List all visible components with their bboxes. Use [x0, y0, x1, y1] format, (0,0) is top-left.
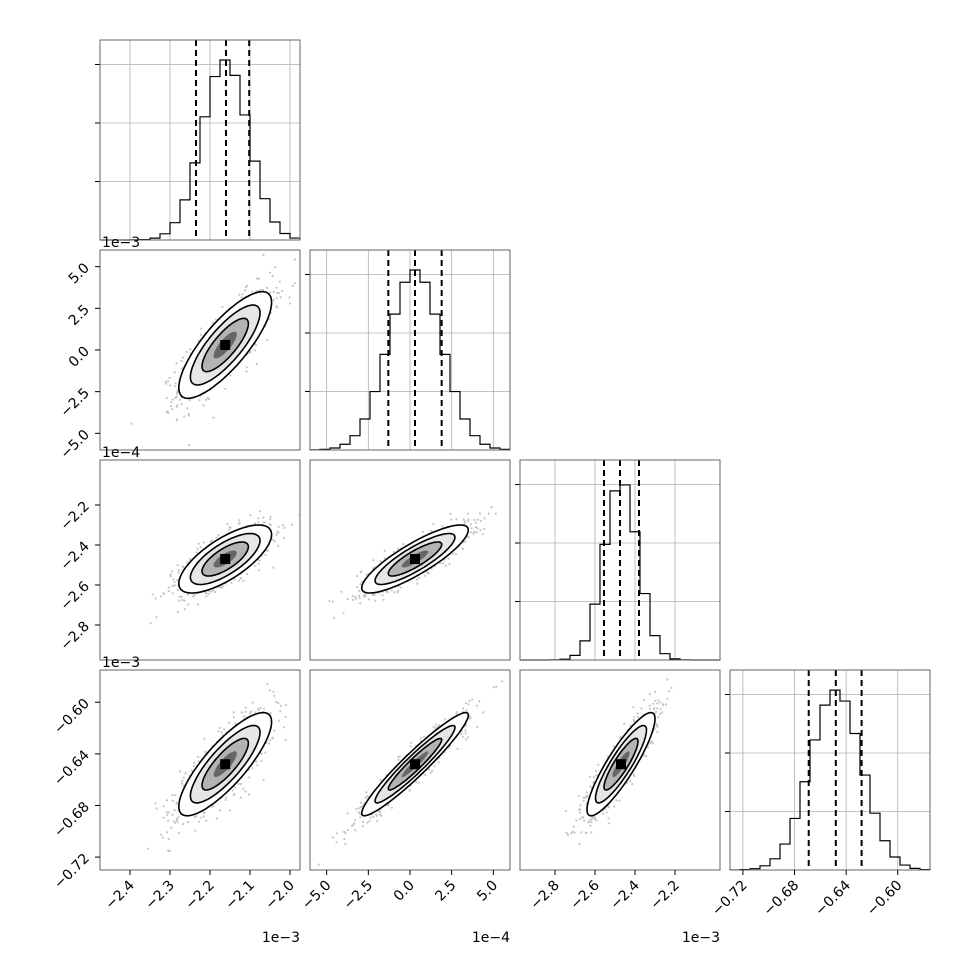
panel-frame	[99, 459, 301, 661]
panel-frame	[309, 249, 511, 451]
y-tick-label-3: 2.5	[66, 302, 93, 329]
scatter-panel-3-1	[309, 669, 511, 871]
density-peak	[220, 554, 231, 564]
panel-frame	[729, 669, 931, 871]
density-peak	[410, 759, 420, 770]
y-tick-label-1: −2.5	[57, 385, 92, 420]
x-tick-label-2-1: −2.6	[567, 877, 602, 912]
histogram-step-line	[729, 689, 931, 871]
x-tick-label-1-2: 0.0	[391, 878, 418, 905]
x-tick-label-0-0: −2.4	[102, 877, 137, 912]
x-tick-label-0-1: −2.3	[142, 878, 177, 913]
x-tick-label-3-0: −0.72	[709, 878, 751, 920]
panel-frame	[99, 669, 301, 871]
x-tick-label-0-4: −2.0	[262, 878, 297, 913]
y-tick-label-0: −2.8	[57, 619, 92, 654]
y-offset-text-2: 1e−4	[102, 445, 140, 461]
scatter-panel-2-1	[309, 459, 511, 661]
y-tick-label-0: −5.0	[57, 427, 92, 462]
x-offset-text-0: 1e−3	[262, 930, 300, 946]
y-tick-label-2: −2.4	[57, 538, 92, 573]
x-tick-label-3-2: −0.64	[812, 877, 854, 919]
y-tick-label-1: −0.68	[51, 799, 93, 841]
hist-panel-0	[95, 39, 301, 241]
x-tick-label-1-3: 2.5	[432, 878, 459, 905]
panel-frame	[519, 669, 721, 871]
y-tick-label-2: −0.64	[51, 747, 93, 789]
x-tick-label-0-3: −2.1	[222, 878, 257, 913]
x-tick-label-2-3: −2.2	[647, 878, 682, 913]
histogram-step-line	[309, 269, 511, 451]
x-tick-label-3-1: −0.68	[761, 878, 803, 920]
y-tick-label-0: −0.72	[51, 851, 93, 893]
density-peak	[616, 759, 626, 770]
x-tick-label-2-2: −2.4	[607, 877, 642, 912]
hist-panel-2	[515, 459, 721, 661]
x-tick-label-1-4: 5.0	[474, 878, 501, 905]
scatter-panel-3-2	[519, 669, 721, 871]
panel-frame	[309, 459, 511, 661]
density-peak	[410, 554, 420, 564]
hist-panel-1	[305, 249, 511, 451]
x-tick-label-0-2: −2.2	[182, 878, 217, 913]
density-peak	[220, 759, 231, 770]
y-offset-text-1: 1e−3	[102, 235, 140, 251]
y-tick-label-1: −2.6	[57, 578, 92, 613]
x-tick-label-1-1: −2.5	[341, 878, 376, 913]
x-tick-label-3-3: −0.60	[864, 878, 906, 920]
panel-frame	[519, 459, 721, 661]
x-tick-label-2-0: −2.8	[527, 878, 562, 913]
x-offset-text-2: 1e−3	[682, 930, 720, 946]
y-tick-label-3: −2.2	[57, 499, 92, 534]
y-offset-text-3: 1e−3	[102, 655, 140, 671]
y-tick-label-4: 5.0	[66, 260, 93, 287]
scatter-panel-1-0: −5.0 −2.5 0.0 2.5 5.0	[57, 249, 301, 462]
density-peak	[220, 340, 231, 350]
y-tick-label-3: −0.60	[51, 696, 93, 738]
x-tick-label-1-0: −5.0	[299, 878, 334, 913]
panel-frame	[99, 39, 301, 241]
hist-panel-3	[725, 669, 931, 871]
x-offset-text-1: 1e−4	[472, 930, 510, 946]
scatter-panel-2-0: −2.8 −2.6 −2.4 −2.2	[57, 459, 301, 661]
y-tick-label-2: 0.0	[66, 344, 93, 371]
scatter-panel-3-0: −0.72 −0.68 −0.64 −0.60	[51, 669, 301, 893]
